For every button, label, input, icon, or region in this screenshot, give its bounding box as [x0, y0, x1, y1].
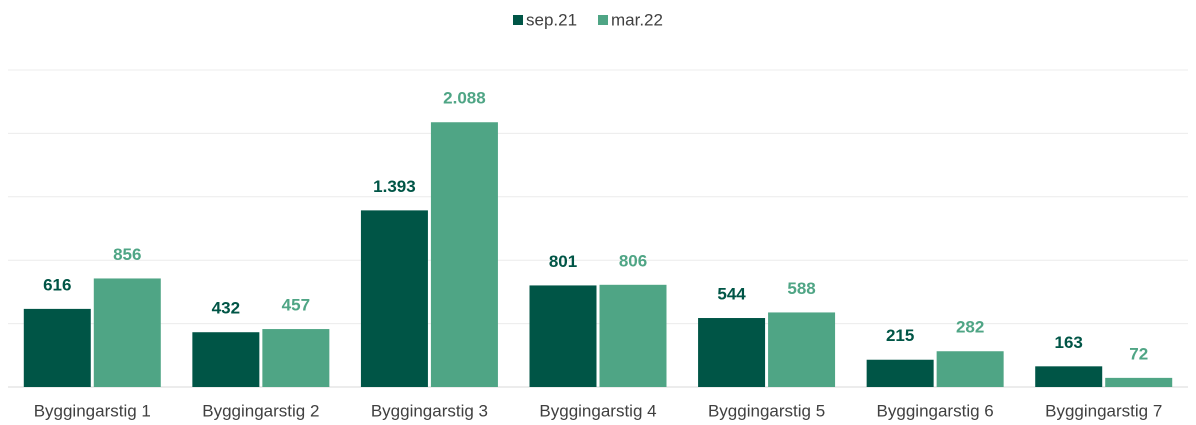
data-label: 801 — [549, 252, 577, 271]
data-label: 856 — [113, 245, 141, 264]
x-tick-label: Byggingarstig 5 — [708, 401, 825, 420]
bar — [599, 284, 667, 387]
bar — [866, 359, 934, 387]
bar — [1105, 377, 1173, 387]
data-label: 806 — [619, 251, 647, 270]
data-label: 2.088 — [443, 89, 486, 108]
bar — [262, 329, 330, 387]
data-label: 163 — [1055, 333, 1083, 352]
data-label: 72 — [1129, 344, 1148, 363]
data-label: 282 — [956, 318, 984, 337]
data-label: 432 — [212, 299, 240, 318]
data-label: 1.393 — [373, 177, 416, 196]
x-tick-label: Byggingarstig 1 — [34, 401, 151, 420]
bar — [192, 332, 260, 387]
bar — [23, 308, 91, 387]
data-label: 215 — [886, 326, 914, 345]
legend-swatch — [513, 15, 523, 25]
x-tick-label: Byggingarstig 2 — [202, 401, 319, 420]
x-tick-label: Byggingarstig 3 — [371, 401, 488, 420]
bar — [936, 351, 1004, 387]
bar — [768, 312, 836, 387]
data-label: 457 — [282, 296, 310, 315]
x-tick-label: Byggingarstig 4 — [539, 401, 656, 420]
x-tick-label: Byggingarstig 7 — [1045, 401, 1162, 420]
bar — [93, 278, 161, 387]
data-label: 616 — [43, 275, 71, 294]
bar — [430, 122, 498, 387]
legend-swatch — [598, 15, 608, 25]
bar — [698, 318, 766, 387]
bar — [1035, 366, 1103, 387]
bar — [360, 210, 428, 387]
x-tick-label: Byggingarstig 6 — [877, 401, 994, 420]
data-label: 588 — [787, 279, 815, 298]
legend-label: sep.21 — [526, 10, 577, 29]
legend-label: mar.22 — [611, 10, 663, 29]
data-label: 544 — [717, 285, 746, 304]
bar — [529, 285, 597, 387]
